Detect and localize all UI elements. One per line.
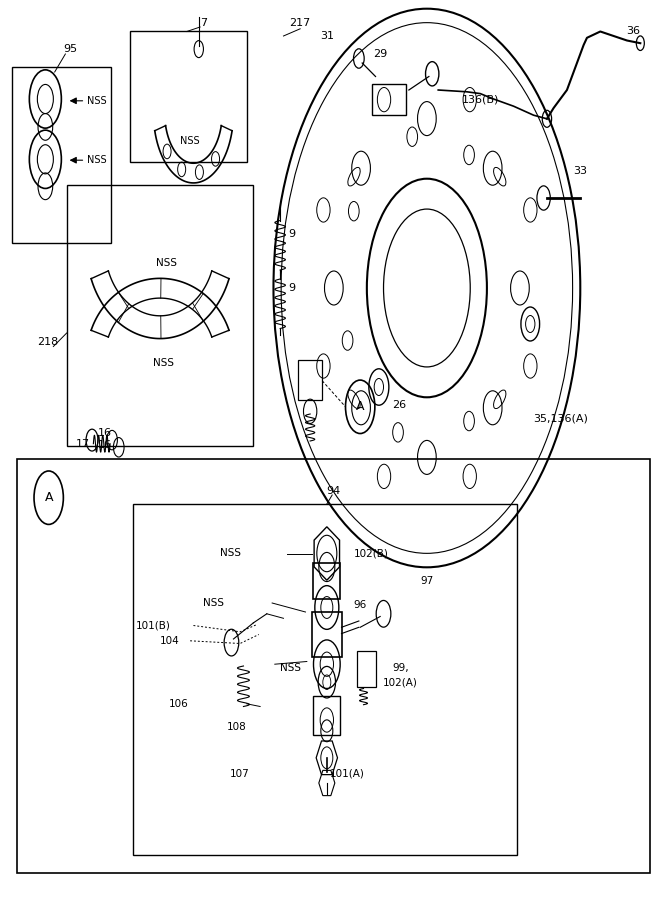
Bar: [312, 612, 342, 657]
Text: 16: 16: [98, 440, 111, 451]
Text: 104: 104: [160, 635, 180, 646]
Text: 9: 9: [289, 229, 295, 239]
Text: 9: 9: [289, 283, 295, 293]
Bar: [357, 651, 376, 687]
Text: A: A: [356, 400, 364, 413]
Text: NSS: NSS: [153, 357, 174, 368]
Text: 101(B): 101(B): [136, 620, 171, 631]
Text: NSS: NSS: [87, 155, 107, 166]
Text: 218: 218: [37, 337, 59, 347]
Text: 94: 94: [326, 485, 341, 496]
Text: NSS: NSS: [279, 662, 301, 673]
Text: 33: 33: [574, 166, 587, 176]
Bar: [298, 360, 322, 400]
Text: 99,: 99,: [392, 662, 408, 673]
Text: NSS: NSS: [87, 95, 107, 106]
Text: 102(A): 102(A): [383, 677, 418, 688]
Text: NSS: NSS: [203, 598, 224, 608]
Text: 101(A): 101(A): [329, 769, 364, 779]
Bar: [130, 32, 247, 162]
Text: 97: 97: [420, 575, 434, 586]
Bar: [67, 184, 253, 446]
Text: NSS: NSS: [219, 548, 241, 559]
Bar: [17, 459, 650, 873]
Bar: [313, 696, 340, 735]
Text: 16: 16: [98, 428, 111, 438]
Bar: [12, 68, 111, 243]
Text: 29: 29: [373, 49, 388, 59]
Text: 17: 17: [76, 438, 91, 449]
Text: 95: 95: [63, 44, 77, 55]
Text: NSS: NSS: [156, 257, 177, 268]
Text: 108: 108: [227, 722, 247, 733]
Text: 7: 7: [200, 17, 207, 28]
Text: 106: 106: [169, 698, 189, 709]
Bar: [133, 504, 517, 855]
Text: A: A: [45, 491, 53, 504]
Bar: [372, 84, 406, 115]
Text: 96: 96: [354, 599, 367, 610]
Text: 26: 26: [392, 400, 406, 410]
Text: 107: 107: [230, 769, 250, 779]
Text: 136(B): 136(B): [462, 94, 499, 104]
Text: 35,136(A): 35,136(A): [533, 413, 588, 424]
Text: 102(B): 102(B): [354, 548, 388, 559]
Bar: [313, 562, 340, 598]
Text: 36: 36: [627, 26, 640, 37]
Text: NSS: NSS: [180, 136, 200, 147]
Text: 31: 31: [320, 31, 334, 41]
Text: 217: 217: [289, 17, 311, 28]
